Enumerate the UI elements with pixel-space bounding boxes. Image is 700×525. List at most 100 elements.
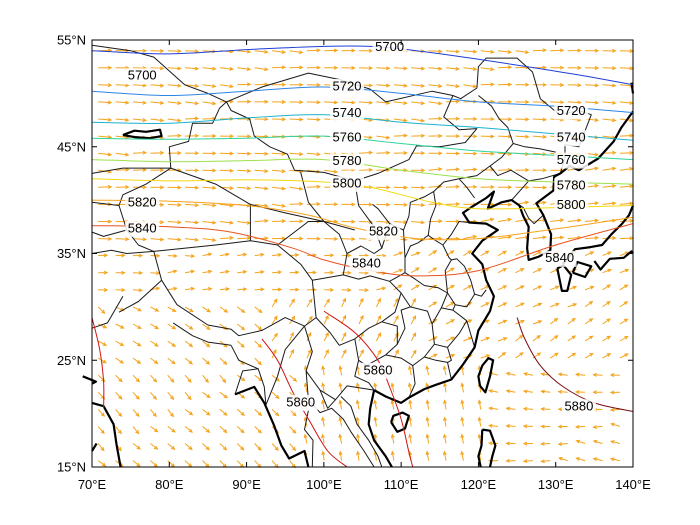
- wind-arrow: [602, 184, 617, 189]
- wind-arrow: [532, 82, 548, 87]
- wind-arrow: [445, 267, 455, 274]
- wind-arrow: [219, 168, 235, 173]
- wind-arrow: [341, 202, 356, 207]
- wind-arrow: [515, 100, 530, 105]
- wind-arrow: [460, 450, 465, 461]
- wind-arrow: [584, 352, 594, 359]
- wind-arrow: [184, 391, 192, 401]
- wind-arrow: [393, 251, 404, 257]
- wind-arrow: [341, 100, 356, 105]
- admin-border: [447, 289, 487, 308]
- wind-arrow: [480, 67, 495, 72]
- wind-arrow: [602, 335, 612, 342]
- wind-arrow: [515, 250, 525, 257]
- wind-arrow: [219, 269, 230, 274]
- wind-arrow: [550, 100, 565, 105]
- admin-border: [452, 304, 456, 311]
- wind-arrow: [236, 340, 245, 348]
- wind-arrow: [202, 203, 217, 208]
- wind-arrow: [254, 186, 269, 191]
- wind-arrow: [445, 84, 461, 89]
- wind-arrow: [505, 424, 516, 429]
- admin-border: [315, 274, 402, 346]
- wind-arrow: [115, 167, 130, 172]
- wind-arrow: [324, 287, 335, 292]
- wind-arrow: [358, 288, 370, 293]
- wind-arrow: [540, 459, 551, 464]
- contour-label-bg: [125, 220, 160, 237]
- wind-arrow: [515, 185, 530, 190]
- contour-5880: [516, 317, 634, 412]
- wind-arrow: [358, 66, 374, 71]
- wind-arrow: [540, 389, 551, 394]
- y-tick-label: 35°N: [57, 246, 86, 261]
- wind-arrow: [219, 306, 229, 313]
- wind-arrow: [115, 253, 126, 258]
- wind-arrow: [408, 382, 412, 393]
- wind-arrow: [341, 237, 356, 242]
- contour-label: 5880: [564, 399, 593, 414]
- wind-arrow: [167, 237, 182, 242]
- wind-arrow: [619, 318, 629, 325]
- wind-arrow: [341, 219, 356, 224]
- wind-arrow: [132, 374, 141, 383]
- wind-arrow: [443, 399, 447, 410]
- wind-arrow: [411, 251, 421, 257]
- wind-arrow: [390, 382, 395, 393]
- wind-arrow: [323, 349, 329, 359]
- wind-arrow: [428, 151, 443, 156]
- wind-arrow: [393, 118, 408, 123]
- wind-arrow: [341, 48, 356, 53]
- contour-label-bg: [330, 153, 364, 170]
- wind-arrow: [549, 317, 559, 325]
- wind-arrow: [393, 133, 408, 138]
- wind-arrow: [254, 323, 263, 331]
- wind-arrow: [98, 83, 113, 88]
- wind-arrow: [132, 118, 148, 123]
- wind-arrow: [497, 351, 507, 359]
- wind-arrow: [445, 99, 461, 104]
- wind-arrow: [237, 99, 252, 104]
- wind-arrow: [202, 409, 211, 416]
- wind-arrow: [306, 331, 312, 342]
- wind-arrow: [567, 83, 582, 88]
- x-tick-label: 140°E: [615, 477, 651, 492]
- wind-arrow: [550, 335, 559, 342]
- wind-arrow: [272, 253, 283, 257]
- wind-arrow: [480, 354, 491, 359]
- coastline: [91, 401, 122, 468]
- wind-arrow: [411, 151, 426, 156]
- wind-arrow: [341, 297, 346, 308]
- wind-arrow: [515, 352, 524, 359]
- admin-border: [319, 389, 336, 409]
- wind-arrow: [115, 83, 130, 88]
- wind-arrow: [602, 66, 617, 71]
- wind-arrow: [532, 251, 542, 257]
- coastline: [234, 385, 310, 468]
- wind-arrow: [338, 365, 343, 376]
- contour-label: 5780: [557, 178, 586, 193]
- wind-arrow: [219, 66, 234, 71]
- wind-arrow: [393, 284, 403, 291]
- admin-border: [431, 307, 468, 348]
- wind-arrow: [97, 323, 108, 329]
- wind-arrow: [115, 323, 125, 329]
- wind-arrow: [480, 117, 495, 122]
- wind-arrow: [289, 443, 297, 452]
- wind-arrow: [358, 167, 374, 172]
- contour-label: 5860: [364, 362, 393, 377]
- wind-arrow: [602, 100, 617, 105]
- wind-arrow: [393, 202, 408, 207]
- wind-arrow: [497, 250, 507, 257]
- wind-arrow: [602, 353, 612, 359]
- wind-arrow: [498, 202, 513, 207]
- wind-arrow: [202, 252, 213, 257]
- wind-arrow: [602, 48, 617, 53]
- wind-arrow: [306, 82, 322, 87]
- wind-arrow: [254, 426, 262, 434]
- contour-label-bg: [349, 256, 384, 273]
- wind-arrow: [575, 457, 586, 462]
- contour-label-bg: [330, 130, 364, 147]
- wind-arrow: [306, 348, 312, 359]
- wind-arrow: [132, 391, 140, 400]
